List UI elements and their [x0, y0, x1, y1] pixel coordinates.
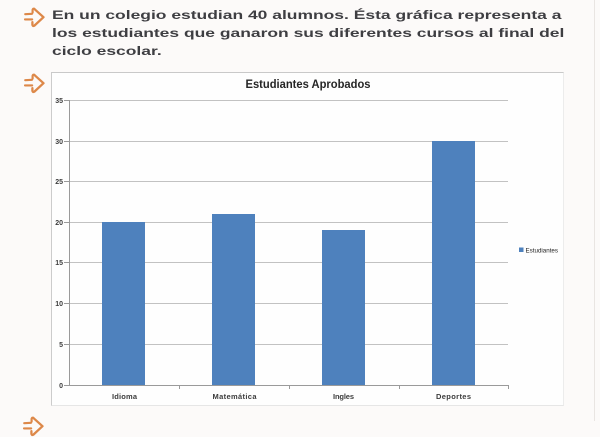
- svg-text:20: 20: [55, 220, 63, 227]
- svg-text:Ingles: Ingles: [333, 392, 354, 401]
- svg-text:0: 0: [59, 383, 63, 390]
- svg-text:Matemática: Matemática: [213, 392, 258, 401]
- svg-text:5: 5: [59, 342, 63, 349]
- svg-text:Estudiantes: Estudiantes: [526, 248, 559, 255]
- svg-text:Deportes: Deportes: [436, 392, 471, 401]
- svg-text:Idioma: Idioma: [112, 392, 138, 401]
- svg-text:Estudiantes Aprobados: Estudiantes Aprobados: [246, 79, 371, 91]
- svg-text:25: 25: [55, 179, 63, 186]
- svg-text:10: 10: [55, 301, 63, 308]
- svg-text:35: 35: [55, 98, 63, 105]
- svg-text:15: 15: [55, 260, 63, 267]
- svg-text:30: 30: [55, 139, 63, 146]
